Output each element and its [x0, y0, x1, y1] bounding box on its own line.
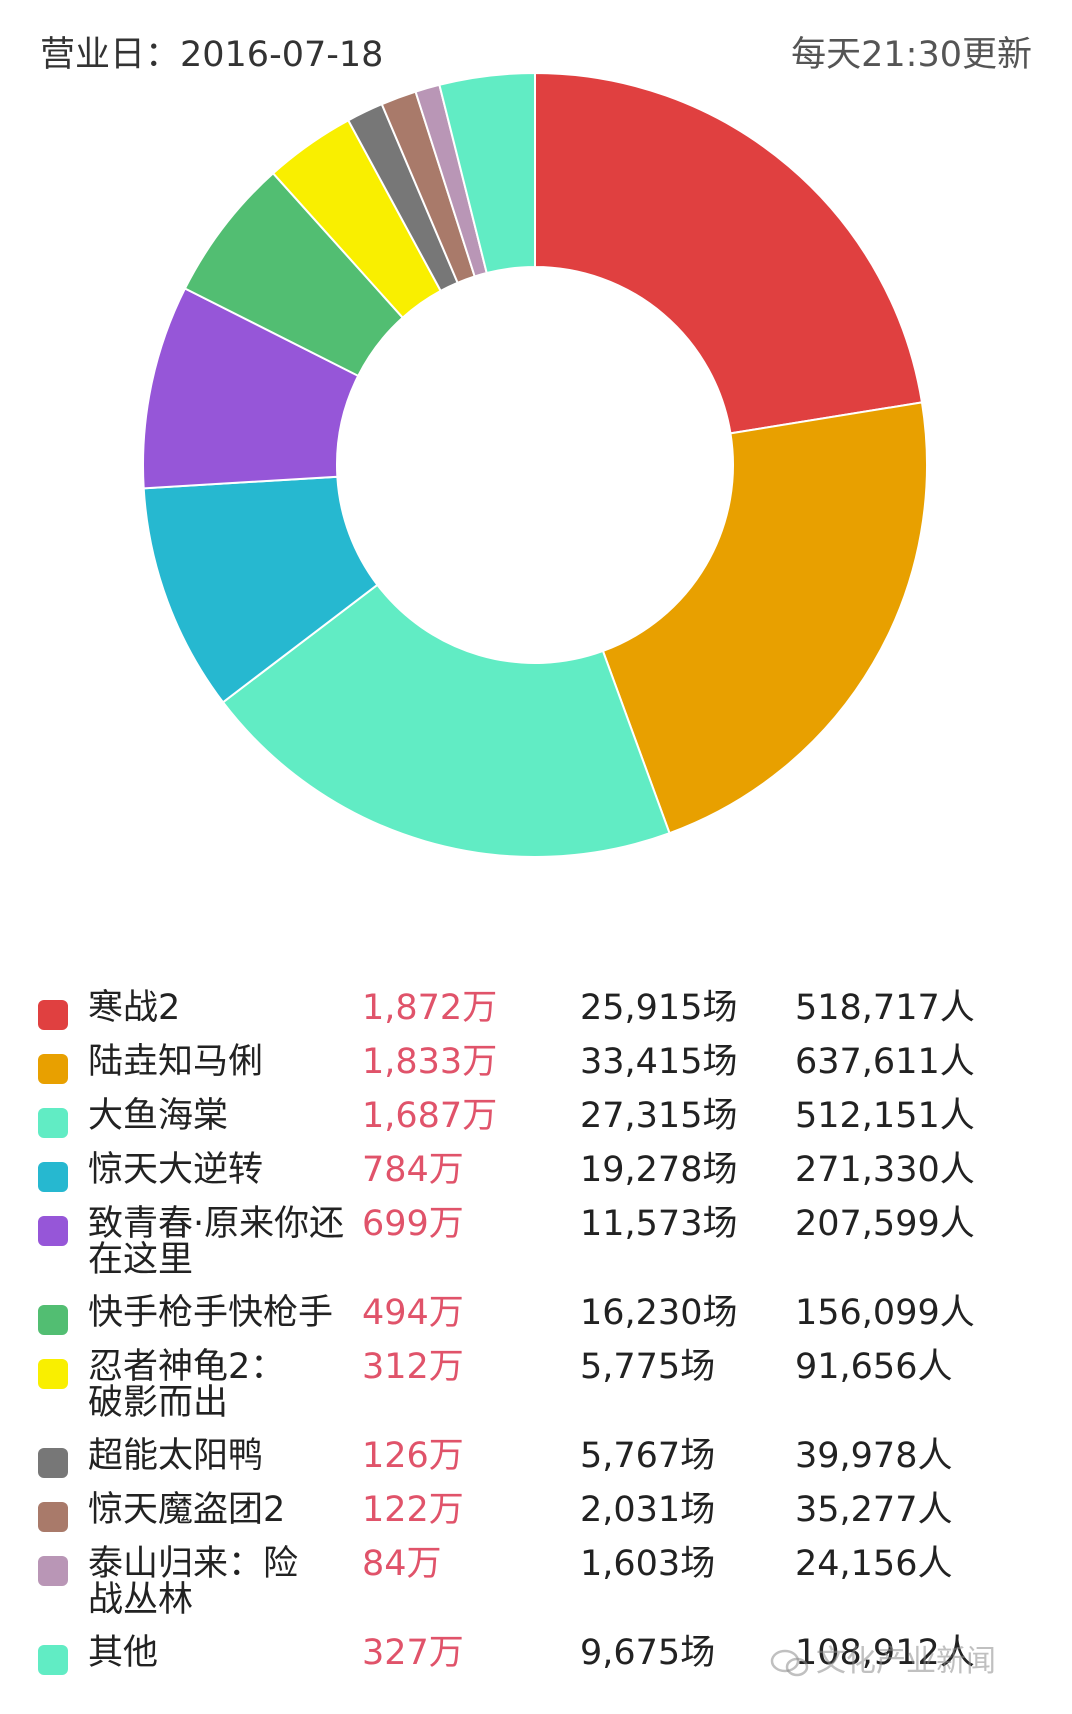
attendance-count: 518,717人 [795, 988, 975, 1028]
movie-name: 致青春·原来你还 在这里 [88, 1204, 345, 1280]
attendance-count: 24,156人 [795, 1544, 953, 1584]
watermark: 文化产业新闻 [770, 1636, 996, 1680]
attendance-count: 156,099人 [795, 1293, 975, 1333]
legend-swatch [38, 1216, 68, 1246]
legend-swatch [38, 1556, 68, 1586]
movie-name: 惊天大逆转 [88, 1150, 264, 1190]
shows-count: 1,603场 [580, 1544, 716, 1584]
legend-swatch [38, 1305, 68, 1335]
donut-slice-0 [534, 71, 924, 435]
chart-header: 营业日：2016-07-18 每天21:30更新 [0, 26, 1072, 82]
gross-value: 126万 [362, 1436, 464, 1476]
movie-name: 快手枪手快枪手 [88, 1293, 334, 1333]
shows-count: 25,915场 [580, 988, 738, 1028]
movie-name: 泰山归来：险 战丛林 [88, 1544, 299, 1620]
attendance-count: 35,277人 [795, 1490, 953, 1530]
movie-name: 陆垚知马俐 [88, 1042, 264, 1082]
gross-value: 1,872万 [362, 988, 498, 1028]
shows-count: 2,031场 [580, 1490, 716, 1530]
legend-swatch [38, 1448, 68, 1478]
shows-count: 19,278场 [580, 1150, 738, 1190]
business-date: 营业日：2016-07-18 [40, 35, 384, 75]
movie-name: 忍者神龟2： 破影而出 [88, 1347, 286, 1423]
attendance-count: 108,912人 [795, 1633, 975, 1673]
shows-count: 9,675场 [580, 1633, 716, 1673]
attendance-count: 91,656人 [795, 1347, 953, 1387]
gross-value: 84万 [362, 1544, 442, 1584]
movie-name: 惊天魔盗团2 [88, 1490, 286, 1530]
legend-swatch [38, 1645, 68, 1675]
legend-swatch [38, 1054, 68, 1084]
gross-value: 122万 [362, 1490, 464, 1530]
donut-slice-3 [142, 475, 379, 704]
donut-chart [142, 71, 928, 858]
shows-count: 33,415场 [580, 1042, 738, 1082]
movie-name: 大鱼海棠 [88, 1096, 229, 1136]
gross-value: 784万 [362, 1150, 464, 1190]
attendance-count: 637,611人 [795, 1042, 975, 1082]
gross-value: 1,833万 [362, 1042, 498, 1082]
shows-count: 5,775场 [580, 1347, 716, 1387]
legend-swatch [38, 1502, 68, 1532]
legend-swatch [38, 1108, 68, 1138]
gross-value: 699万 [362, 1204, 464, 1244]
shows-count: 11,573场 [580, 1204, 738, 1244]
attendance-count: 39,978人 [795, 1436, 953, 1476]
legend-swatch [38, 1000, 68, 1030]
attendance-count: 207,599人 [795, 1204, 975, 1244]
shows-count: 27,315场 [580, 1096, 738, 1136]
movie-name: 超能太阳鸭 [88, 1436, 264, 1476]
donut-slice-2 [221, 583, 671, 858]
attendance-count: 512,151人 [795, 1096, 975, 1136]
movie-name: 其他 [88, 1633, 159, 1673]
update-note: 每天21:30更新 [791, 35, 1032, 75]
donut-slice-1 [601, 401, 928, 835]
watermark-text: 文化产业新闻 [816, 1644, 996, 1679]
legend-swatch [38, 1162, 68, 1192]
shows-count: 5,767场 [580, 1436, 716, 1476]
legend-swatch [38, 1359, 68, 1389]
gross-value: 327万 [362, 1633, 464, 1673]
gross-value: 1,687万 [362, 1096, 498, 1136]
gross-value: 494万 [362, 1293, 464, 1333]
movie-name: 寒战2 [88, 988, 181, 1028]
gross-value: 312万 [362, 1347, 464, 1387]
shows-count: 16,230场 [580, 1293, 738, 1333]
attendance-count: 271,330人 [795, 1150, 975, 1190]
donut-slice-10 [438, 71, 536, 275]
wechat-icon [770, 1649, 809, 1676]
